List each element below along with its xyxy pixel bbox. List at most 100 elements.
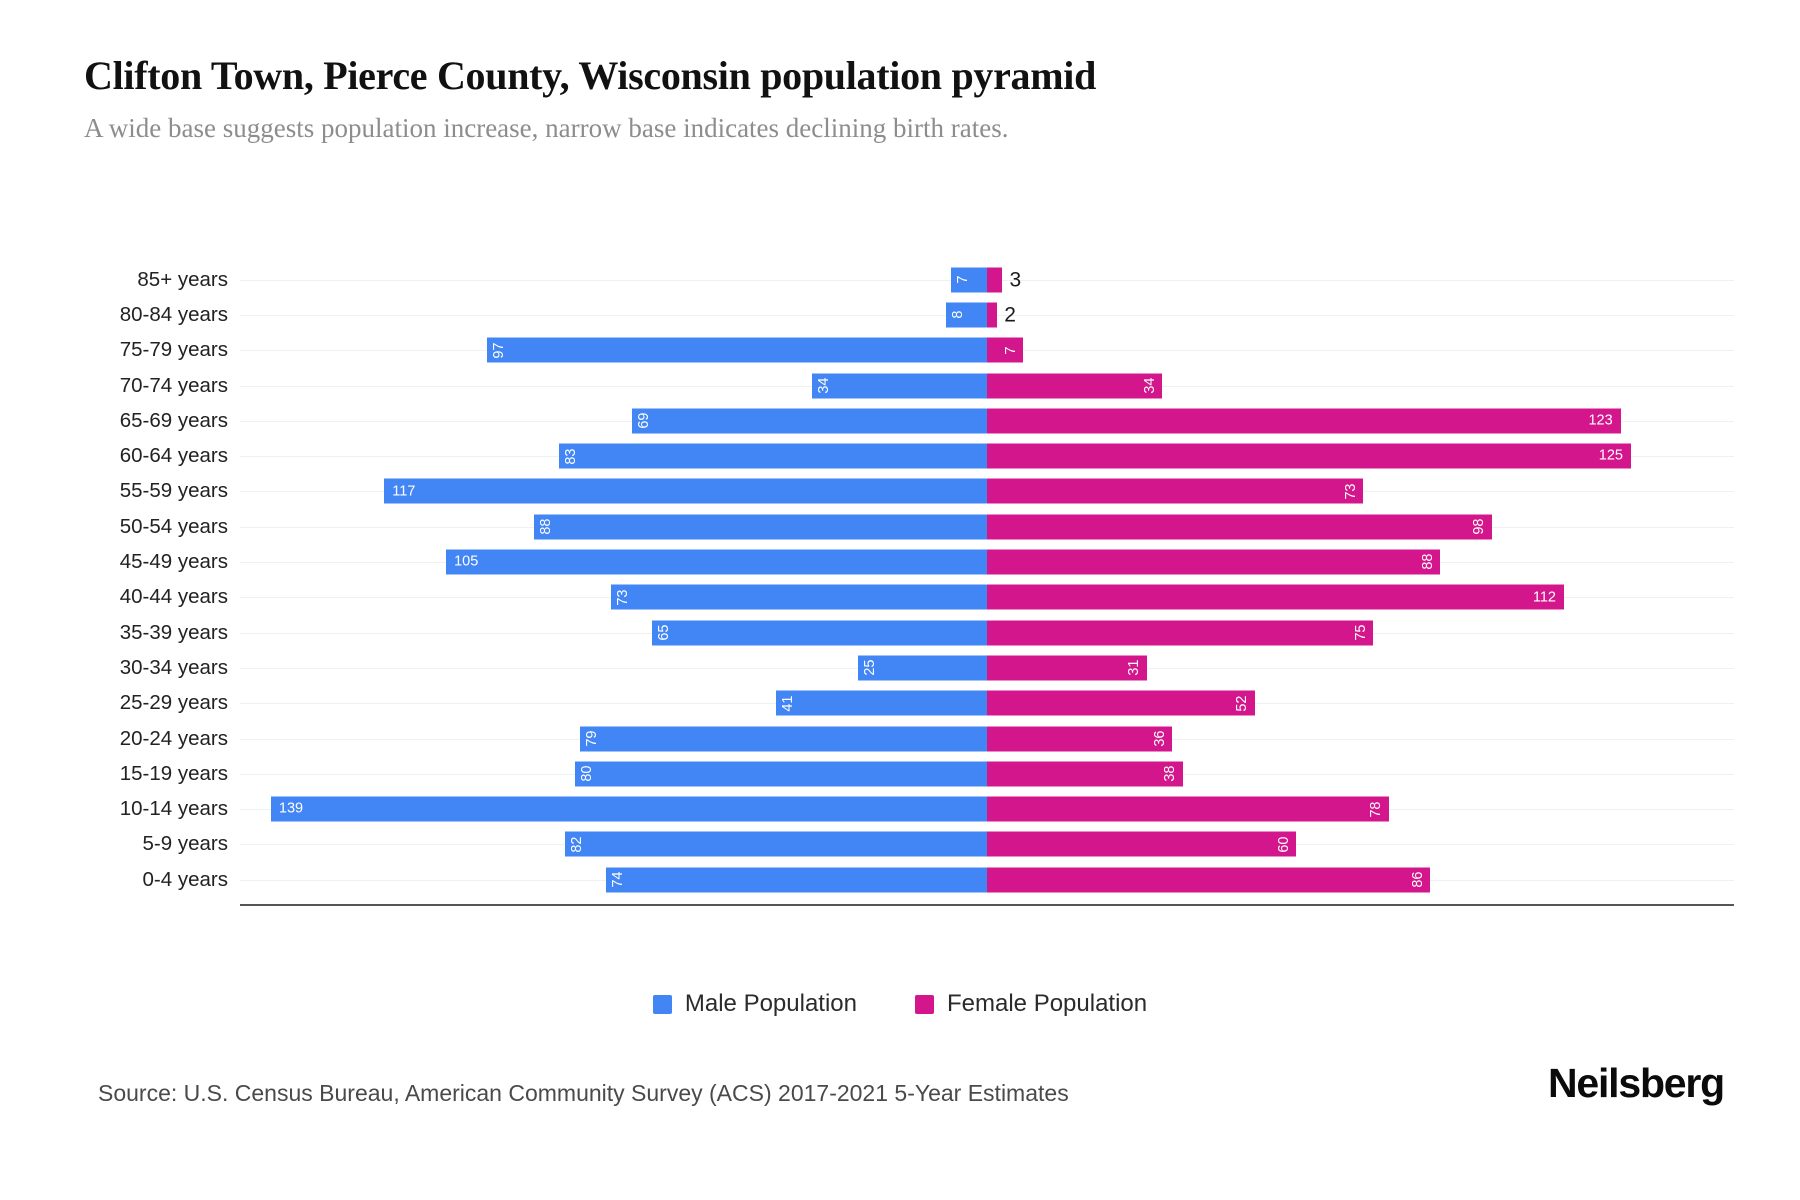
age-group-label: 70-74 years	[119, 373, 228, 397]
age-group-label: 50-54 years	[119, 514, 228, 538]
female-bar[interactable]: 34	[987, 373, 1163, 399]
pyramid-row: 55-59 years 117 73	[0, 474, 1800, 509]
age-group-label: 85+ years	[137, 267, 228, 291]
male-bar[interactable]: 80	[574, 761, 987, 787]
male-bar[interactable]: 79	[580, 726, 987, 751]
female-bar-value: 38	[1162, 765, 1179, 782]
female-bar-value: 78	[1368, 801, 1385, 818]
age-group-label: 75-79 years	[119, 338, 228, 362]
male-bar[interactable]: 69	[631, 408, 987, 434]
male-bar[interactable]: 65	[652, 620, 987, 646]
bar-track: 69 123	[240, 403, 1734, 438]
female-bar[interactable]: 73	[987, 478, 1364, 504]
female-bar[interactable]: 98	[987, 514, 1492, 540]
male-bar[interactable]: 73	[610, 584, 987, 610]
male-bar-value: 65	[656, 624, 673, 641]
male-bar[interactable]: 25	[858, 655, 987, 681]
female-bar-value: 7	[1002, 346, 1019, 355]
male-bar-value: 69	[635, 412, 652, 429]
male-bar-value: 8	[949, 310, 966, 319]
male-bar[interactable]: 74	[605, 867, 987, 893]
female-bar-value: 60	[1275, 836, 1292, 853]
male-bar-value: 117	[392, 483, 416, 500]
female-bar[interactable]: 38	[987, 761, 1183, 787]
bar-track: 117 73	[240, 474, 1734, 509]
male-bar-value: 82	[568, 836, 585, 853]
male-bar-value: 139	[278, 800, 304, 817]
legend-swatch-icon	[652, 994, 672, 1014]
female-bar-value: 52	[1234, 695, 1251, 712]
female-bar[interactable]: 31	[987, 655, 1147, 681]
age-group-label: 40-44 years	[119, 585, 228, 609]
age-group-label: 60-64 years	[119, 444, 228, 468]
bar-track: 73 112	[240, 580, 1734, 615]
female-bar[interactable]: 2	[987, 302, 1016, 328]
female-bar[interactable]: 36	[987, 726, 1173, 751]
pyramid-row: 35-39 years 65 75	[0, 615, 1800, 650]
pyramid-row: 50-54 years 88 98	[0, 509, 1800, 544]
age-group-label: 30-34 years	[119, 655, 228, 679]
pyramid-row: 80-84 years 8 2	[0, 297, 1800, 332]
pyramid-row: 15-19 years 80 38	[0, 756, 1800, 791]
male-bar[interactable]: 105	[446, 549, 987, 575]
pyramid-row: 40-44 years 73 112	[0, 580, 1800, 615]
male-bar[interactable]: 83	[559, 443, 987, 469]
female-bar[interactable]: 78	[987, 796, 1389, 822]
female-bar[interactable]: 125	[987, 443, 1631, 469]
female-bar[interactable]: 88	[987, 549, 1441, 575]
female-bar[interactable]: 112	[987, 584, 1564, 610]
female-bar[interactable]: 123	[987, 408, 1621, 434]
age-group-label: 35-39 years	[119, 620, 228, 644]
female-bar-value: 125	[1598, 447, 1623, 464]
male-bar-value: 25	[862, 659, 879, 676]
male-bar[interactable]: 139	[270, 796, 987, 822]
female-bar[interactable]: 75	[987, 620, 1374, 646]
legend-item[interactable]: Female Population	[915, 990, 1147, 1018]
chart-header: Clifton Town, Pierce County, Wisconsin p…	[84, 52, 1724, 144]
female-bar[interactable]: 52	[987, 690, 1255, 716]
plot-area: 85+ years 7 3 80-84 years 8 2 75-79 years 97 7 70…	[0, 262, 1800, 912]
male-bar-value: 88	[537, 518, 554, 535]
legend-item[interactable]: Male Population	[652, 990, 857, 1018]
male-bar[interactable]: 88	[533, 514, 987, 540]
bar-track: 83 125	[240, 438, 1734, 473]
female-bar-value: 34	[1141, 377, 1158, 394]
male-bar-value: 41	[779, 695, 796, 712]
age-group-label: 25-29 years	[119, 691, 228, 715]
male-bar[interactable]: 82	[564, 831, 987, 857]
male-bar[interactable]: 7	[950, 267, 987, 293]
pyramid-row: 60-64 years 83 125	[0, 438, 1800, 473]
age-group-label: 20-24 years	[119, 726, 228, 750]
age-group-label: 0-4 years	[142, 867, 228, 891]
age-group-label: 55-59 years	[119, 479, 228, 503]
male-bar-value: 34	[815, 377, 832, 394]
male-bar[interactable]: 117	[384, 478, 987, 504]
pyramid-row: 0-4 years 74 86	[0, 862, 1800, 897]
pyramid-rows: 85+ years 7 3 80-84 years 8 2 75-79 years 97 7 70…	[0, 262, 1800, 897]
male-bar[interactable]: 41	[775, 690, 987, 716]
male-bar-value: 80	[578, 765, 595, 782]
female-bar[interactable]: 3	[987, 267, 1021, 293]
pyramid-row: 25-29 years 41 52	[0, 686, 1800, 721]
male-bar[interactable]: 34	[811, 373, 987, 399]
chart-legend: Male Population Female Population	[0, 990, 1800, 1018]
female-bar-value: 3	[1009, 268, 1022, 292]
source-note: Source: U.S. Census Bureau, American Com…	[98, 1080, 1069, 1106]
male-bar-value: 83	[563, 448, 580, 465]
bar-track: 97 7	[240, 333, 1734, 368]
legend-swatch-icon	[915, 994, 934, 1014]
male-bar-value: 73	[614, 589, 631, 606]
bar-track: 65 75	[240, 615, 1734, 650]
pyramid-row: 10-14 years 139 78	[0, 791, 1800, 826]
female-bar[interactable]: 86	[987, 867, 1431, 893]
female-bar-value: 123	[1588, 412, 1613, 429]
male-bar[interactable]: 97	[487, 337, 987, 363]
female-bar[interactable]: 60	[987, 831, 1297, 857]
male-bar[interactable]: 8	[945, 302, 987, 328]
bar-track: 74 86	[240, 862, 1734, 897]
male-bar-value: 74	[609, 871, 626, 888]
legend-label: Male Population	[684, 990, 857, 1017]
female-bar[interactable]: 7	[987, 337, 1024, 363]
